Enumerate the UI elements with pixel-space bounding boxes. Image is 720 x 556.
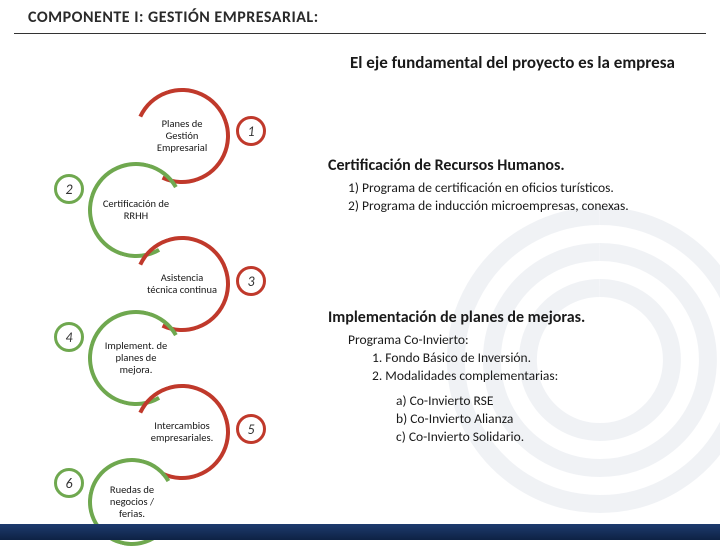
badge-4: 4 (54, 322, 84, 352)
footer-bar (0, 524, 720, 540)
section-heading: Implementación de planes de mejoras. (328, 308, 700, 327)
node-label: Implement. de planes de mejora. (100, 340, 172, 376)
node-label: Planes de Gestión Empresarial (146, 118, 218, 154)
page-title: COMPONENTE I: GESTIÓN EMPRESARIAL: (28, 8, 692, 27)
node-label: Ruedas de negocios / ferias. (100, 484, 164, 520)
section-line: 2. Modalidades complementarias: (328, 367, 700, 385)
badge-3: 3 (236, 266, 266, 296)
badge-5: 5 (236, 414, 266, 444)
section-line: 2) Programa de inducción microempresas, … (328, 197, 700, 215)
section-line: 1. Fondo Básico de Inversión. (328, 349, 700, 367)
section-subline: c) Co-Invierto Solidario. (328, 428, 700, 446)
badge-number: 2 (65, 181, 72, 198)
section-intro: Programa Co-Invierto: (328, 331, 700, 349)
badge-number: 1 (247, 123, 254, 140)
subtitle: El eje fundamental del proyecto es la em… (350, 52, 706, 73)
section-certificacion: Certificación de Recursos Humanos. 1) Pr… (328, 156, 700, 215)
node-label: Asistencia técnica continua (146, 272, 218, 296)
node-label: Certificación de RRHH (100, 198, 172, 222)
badge-number: 4 (65, 329, 72, 346)
process-diagram: Planes de Gestión Empresarial 1 Certific… (14, 70, 314, 530)
section-subline: a) Co-Invierto RSE (328, 392, 700, 410)
node-label: Intercambios empresariales. (146, 420, 218, 444)
badge-number: 3 (247, 273, 254, 290)
section-line: 1) Programa de certificación en oficios … (328, 179, 700, 197)
badge-1: 1 (236, 116, 266, 146)
badge-number: 5 (247, 421, 254, 438)
section-heading: Certificación de Recursos Humanos. (328, 156, 700, 175)
badge-2: 2 (54, 174, 84, 204)
section-subline: b) Co-Invierto Alianza (328, 410, 700, 428)
section-implementacion: Implementación de planes de mejoras. Pro… (328, 308, 700, 446)
badge-6: 6 (54, 468, 84, 498)
header-bar: COMPONENTE I: GESTIÓN EMPRESARIAL: (14, 0, 706, 34)
badge-number: 6 (65, 475, 72, 492)
